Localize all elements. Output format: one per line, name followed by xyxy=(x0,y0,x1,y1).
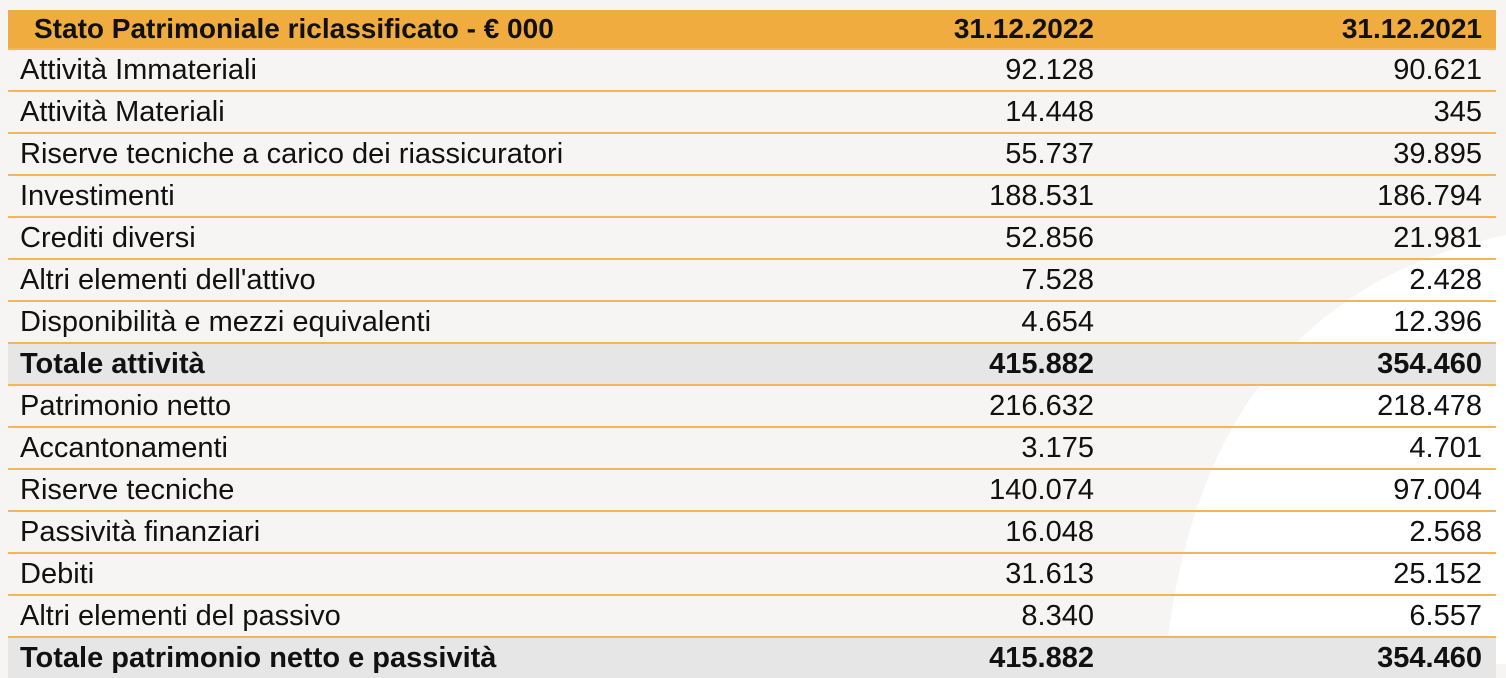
table-row: Crediti diversi 52.856 21.981 xyxy=(8,217,1496,259)
value-2021: 2.428 xyxy=(1409,264,1482,296)
value-2022: 8.340 xyxy=(1021,600,1094,632)
value-2021: 354.460 xyxy=(1108,343,1496,385)
table-row: Attività Materiali 14.448 345 xyxy=(8,91,1496,133)
row-label: Passività finanziari xyxy=(20,516,261,548)
value-2022: 14.448 xyxy=(1005,96,1094,128)
table-row: Disponibilità e mezzi equivalenti 4.654 12… xyxy=(8,301,1496,343)
row-label: Crediti diversi xyxy=(20,222,196,254)
value-2021: 345 xyxy=(1433,96,1482,128)
row-label: Debiti xyxy=(20,558,95,590)
total-row: Totale attività 415.882 354.460 xyxy=(8,343,1496,385)
value-2021: 39.895 xyxy=(1393,138,1482,170)
value-2022: 3.175 xyxy=(1021,432,1094,464)
value-2021: 186.794 xyxy=(1377,180,1482,212)
value-2021: 90.621 xyxy=(1393,54,1482,86)
value-2022: 216.632 xyxy=(989,390,1094,422)
table-row: Riserve tecniche a carico dei riassicura… xyxy=(8,133,1496,175)
table-row: Attività Immateriali 92.128 90.621 xyxy=(8,49,1496,91)
table-row: Accantonamenti 3.175 4.701 xyxy=(8,427,1496,469)
row-label: Attività Immateriali xyxy=(20,54,257,86)
value-2021: 12.396 xyxy=(1393,306,1482,338)
value-2021: 21.981 xyxy=(1393,222,1482,254)
value-2021: 4.701 xyxy=(1409,432,1482,464)
total-row: Totale patrimonio netto e passività 415.8… xyxy=(8,637,1496,678)
value-2022: 16.048 xyxy=(1005,516,1094,548)
table-row: Altri elementi dell'attivo 7.528 2.428 xyxy=(8,259,1496,301)
row-label: Riserve tecniche xyxy=(20,474,235,506)
value-2022: 7.528 xyxy=(1021,264,1094,296)
table-row: Passività finanziari 16.048 2.568 xyxy=(8,511,1496,553)
row-label: Totale patrimonio netto e passività xyxy=(8,637,608,678)
table-row: Investimenti 188.531 186.794 xyxy=(8,175,1496,217)
row-label: Altri elementi dell'attivo xyxy=(20,264,316,296)
value-2022: 55.737 xyxy=(1005,138,1094,170)
value-2022: 31.613 xyxy=(1005,558,1094,590)
table-row: Riserve tecniche 140.074 97.004 xyxy=(8,469,1496,511)
table-header-row: Stato Patrimoniale riclassificato - € 00… xyxy=(8,10,1496,49)
value-2021: 25.152 xyxy=(1393,558,1482,590)
value-2021: 218.478 xyxy=(1377,390,1482,422)
row-label: Accantonamenti xyxy=(20,432,228,464)
value-2022: 415.882 xyxy=(608,343,1108,385)
value-2021: 6.557 xyxy=(1409,600,1482,632)
header-2022: 31.12.2022 xyxy=(608,10,1108,49)
table-row: Debiti 31.613 25.152 xyxy=(8,553,1496,595)
value-2022: 4.654 xyxy=(1021,306,1094,338)
row-label: Altri elementi del passivo xyxy=(20,600,341,632)
value-2022: 52.856 xyxy=(1005,222,1094,254)
row-label: Attività Materiali xyxy=(20,96,225,128)
row-label: Totale attività xyxy=(8,343,608,385)
header-2021: 31.12.2021 xyxy=(1108,10,1496,49)
row-label: Riserve tecniche a carico dei riassicura… xyxy=(20,138,564,170)
table-row: Patrimonio netto 216.632 218.478 xyxy=(8,385,1496,427)
value-2021: 2.568 xyxy=(1409,516,1482,548)
value-2022: 92.128 xyxy=(1005,54,1094,86)
row-label: Investimenti xyxy=(20,180,175,212)
value-2022: 140.074 xyxy=(989,474,1094,506)
value-2022: 415.882 xyxy=(608,637,1108,678)
header-title: Stato Patrimoniale riclassificato - € 00… xyxy=(8,10,608,49)
table-row: Altri elementi del passivo 8.340 6.557 xyxy=(8,595,1496,637)
balance-sheet-table: Stato Patrimoniale riclassificato - € 00… xyxy=(8,10,1496,678)
background-shape xyxy=(1165,235,1506,664)
row-label: Patrimonio netto xyxy=(20,390,232,422)
value-2022: 188.531 xyxy=(989,180,1094,212)
row-label: Disponibilità e mezzi equivalenti xyxy=(20,306,432,338)
value-2021: 97.004 xyxy=(1393,474,1482,506)
value-2021: 354.460 xyxy=(1108,637,1496,678)
